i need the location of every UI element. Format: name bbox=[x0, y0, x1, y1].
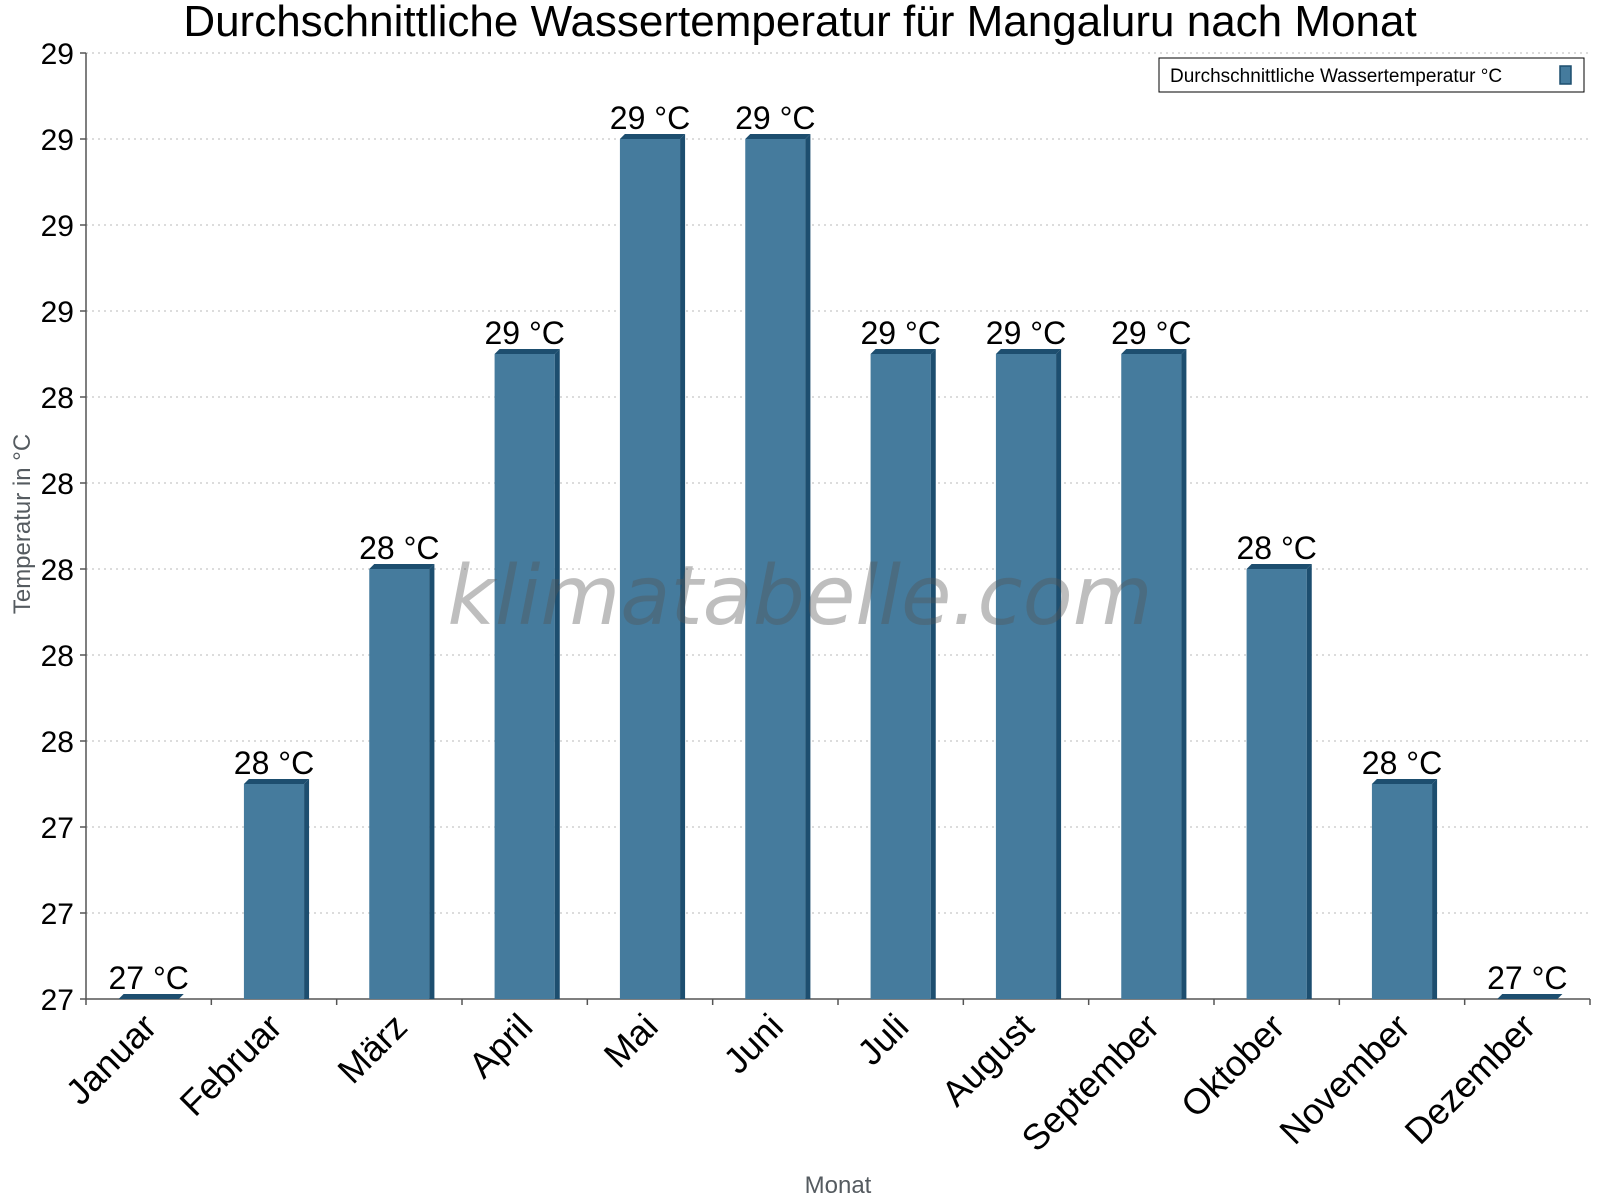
x-axis-title: Monat bbox=[805, 1172, 872, 1199]
data-label: 29 °C bbox=[860, 315, 940, 351]
bar bbox=[1246, 564, 1312, 999]
x-tick-label: Dezember bbox=[1397, 1006, 1543, 1152]
bar-top bbox=[118, 994, 184, 999]
x-tick-label: Januar bbox=[57, 1006, 164, 1113]
bar-top bbox=[995, 349, 1062, 354]
bar bbox=[1497, 994, 1563, 999]
data-label: 29 °C bbox=[735, 100, 815, 136]
data-label: 27 °C bbox=[1487, 960, 1567, 996]
data-label: 29 °C bbox=[1111, 315, 1191, 351]
x-tick-label: Oktober bbox=[1173, 1006, 1293, 1126]
bars bbox=[118, 134, 1563, 999]
bar-side bbox=[680, 134, 686, 999]
bar-top bbox=[494, 349, 560, 354]
data-label: 28 °C bbox=[359, 530, 439, 566]
axes bbox=[85, 53, 1590, 1000]
gridlines bbox=[86, 52, 1590, 914]
bar-side bbox=[1181, 349, 1187, 999]
bar-face bbox=[745, 139, 806, 999]
bar-side bbox=[805, 134, 811, 999]
x-tick-label: Februar bbox=[172, 1006, 290, 1124]
y-tick-label: 29 bbox=[41, 38, 74, 71]
bar bbox=[243, 779, 310, 999]
x-tick-label: November bbox=[1271, 1006, 1417, 1152]
y-tick-label: 29 bbox=[41, 210, 74, 243]
bar-face bbox=[619, 139, 681, 999]
legend-label: Durchschnittliche Wassertemperatur °C bbox=[1170, 66, 1502, 87]
bar bbox=[745, 134, 811, 999]
x-tick-label: April bbox=[460, 1006, 540, 1086]
bar-top bbox=[1246, 564, 1312, 569]
data-label: 29 °C bbox=[986, 315, 1066, 351]
y-axis-title: Temperatur in °C bbox=[9, 434, 36, 614]
legend: Durchschnittliche Wassertemperatur °C bbox=[1158, 57, 1585, 93]
bar-top bbox=[619, 134, 686, 139]
bar-face bbox=[369, 569, 430, 999]
bar-side bbox=[1306, 564, 1312, 999]
x-tick-label: September bbox=[1013, 1006, 1167, 1160]
data-labels: 27 °C 28 °C 28 °C 29 °C 29 °C 29 °C 29 °C 29 °C… bbox=[108, 100, 1567, 996]
bar-side bbox=[930, 349, 936, 999]
bar bbox=[995, 349, 1062, 999]
bar-top bbox=[1497, 994, 1563, 999]
y-axis-ticks: 27 27 27 28 28 28 28 28 29 29 29 29 bbox=[41, 38, 86, 1017]
y-tick-label: 29 bbox=[41, 124, 74, 157]
y-tick-label: 27 bbox=[41, 898, 74, 931]
x-tick-label: August bbox=[933, 1006, 1041, 1114]
bar-side bbox=[554, 349, 560, 999]
data-label: 27 °C bbox=[108, 960, 188, 996]
x-tick-label: Juli bbox=[849, 1006, 916, 1073]
bar-face bbox=[1246, 569, 1307, 999]
bar bbox=[369, 564, 435, 999]
bar-side bbox=[429, 564, 435, 999]
bar-top bbox=[369, 564, 435, 569]
bar bbox=[870, 349, 936, 999]
bar bbox=[619, 134, 686, 999]
bar bbox=[118, 994, 184, 999]
bar-face bbox=[870, 354, 931, 999]
data-label: 29 °C bbox=[610, 100, 690, 136]
bar-face bbox=[243, 784, 305, 999]
y-tick-label: 28 bbox=[41, 554, 74, 587]
y-tick-label: 28 bbox=[41, 640, 74, 673]
y-tick-label: 29 bbox=[41, 296, 74, 329]
bar-top bbox=[745, 134, 811, 139]
data-label: 29 °C bbox=[484, 315, 564, 351]
legend-box bbox=[1158, 57, 1585, 93]
y-tick-label: 28 bbox=[41, 382, 74, 415]
bar bbox=[1121, 349, 1187, 999]
bar-side bbox=[1432, 779, 1438, 999]
bar-top bbox=[1121, 349, 1187, 354]
data-label: 28 °C bbox=[1236, 530, 1316, 566]
x-tick-label: Juni bbox=[715, 1006, 791, 1082]
bar-face bbox=[1371, 784, 1433, 999]
y-tick-label: 28 bbox=[41, 726, 74, 759]
y-tick-label: 28 bbox=[41, 468, 74, 501]
bar-face bbox=[995, 354, 1057, 999]
x-tick-label: März bbox=[329, 1006, 415, 1092]
bar-side bbox=[304, 779, 310, 999]
bar-top bbox=[1371, 779, 1438, 784]
x-tick-label: Mai bbox=[596, 1006, 666, 1076]
bar-side bbox=[1056, 349, 1062, 999]
bar bbox=[494, 349, 560, 999]
bar bbox=[1371, 779, 1438, 999]
y-tick-label: 27 bbox=[41, 984, 74, 1017]
data-label: 28 °C bbox=[1362, 745, 1442, 781]
legend-swatch bbox=[1559, 65, 1572, 85]
x-axis-ticks: Januar Februar März April Mai Juni Juli AugustS… bbox=[57, 999, 1591, 1160]
chart-title: Durchschnittliche Wassertemperatur für M… bbox=[183, 0, 1416, 46]
bar-top bbox=[870, 349, 936, 354]
y-tick-label: 27 bbox=[41, 812, 74, 845]
bar-top bbox=[243, 779, 310, 784]
bar-face bbox=[494, 354, 555, 999]
data-label: 28 °C bbox=[234, 745, 314, 781]
watermark: klimatabelle.com bbox=[447, 549, 1152, 644]
bar-face bbox=[1121, 354, 1182, 999]
